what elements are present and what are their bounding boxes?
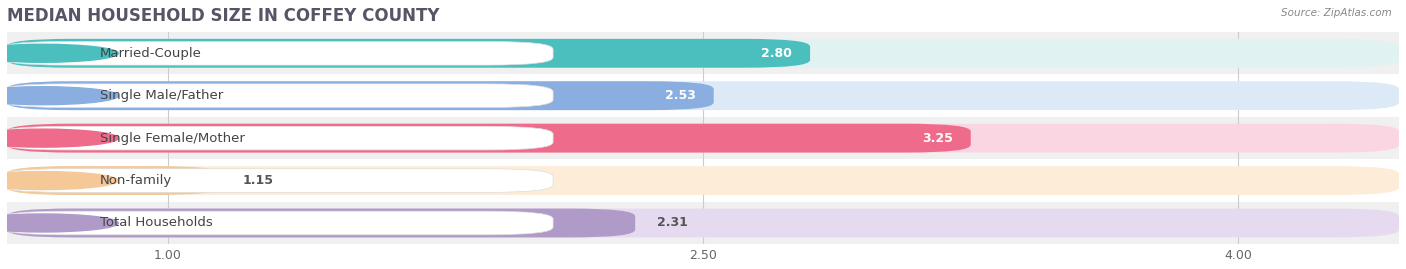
Text: 1.15: 1.15 [242,174,274,187]
FancyBboxPatch shape [7,39,810,68]
Circle shape [0,87,118,105]
FancyBboxPatch shape [7,166,1399,195]
Text: 2.31: 2.31 [657,217,688,229]
FancyBboxPatch shape [7,39,1399,68]
Text: Total Households: Total Households [100,217,212,229]
FancyBboxPatch shape [7,81,1399,110]
FancyBboxPatch shape [0,126,553,150]
FancyBboxPatch shape [0,211,553,235]
FancyBboxPatch shape [7,208,1399,238]
Text: 2.80: 2.80 [762,47,792,60]
Circle shape [0,172,118,190]
FancyBboxPatch shape [0,84,553,108]
FancyBboxPatch shape [7,166,221,195]
FancyBboxPatch shape [0,41,553,65]
Text: Single Male/Father: Single Male/Father [100,89,224,102]
FancyBboxPatch shape [7,124,970,153]
FancyBboxPatch shape [7,81,714,110]
FancyBboxPatch shape [7,117,1399,159]
Text: 2.53: 2.53 [665,89,696,102]
Text: Single Female/Mother: Single Female/Mother [100,132,245,145]
FancyBboxPatch shape [7,32,1399,75]
FancyBboxPatch shape [7,202,1399,244]
FancyBboxPatch shape [7,208,636,238]
FancyBboxPatch shape [7,124,1399,153]
FancyBboxPatch shape [7,75,1399,117]
Circle shape [0,214,118,232]
Text: MEDIAN HOUSEHOLD SIZE IN COFFEY COUNTY: MEDIAN HOUSEHOLD SIZE IN COFFEY COUNTY [7,7,440,25]
Circle shape [0,44,118,62]
Text: Married-Couple: Married-Couple [100,47,201,60]
Circle shape [0,129,118,147]
FancyBboxPatch shape [7,159,1399,202]
Text: Non-family: Non-family [100,174,172,187]
FancyBboxPatch shape [0,169,553,192]
Text: 3.25: 3.25 [922,132,953,145]
Text: Source: ZipAtlas.com: Source: ZipAtlas.com [1281,8,1392,18]
